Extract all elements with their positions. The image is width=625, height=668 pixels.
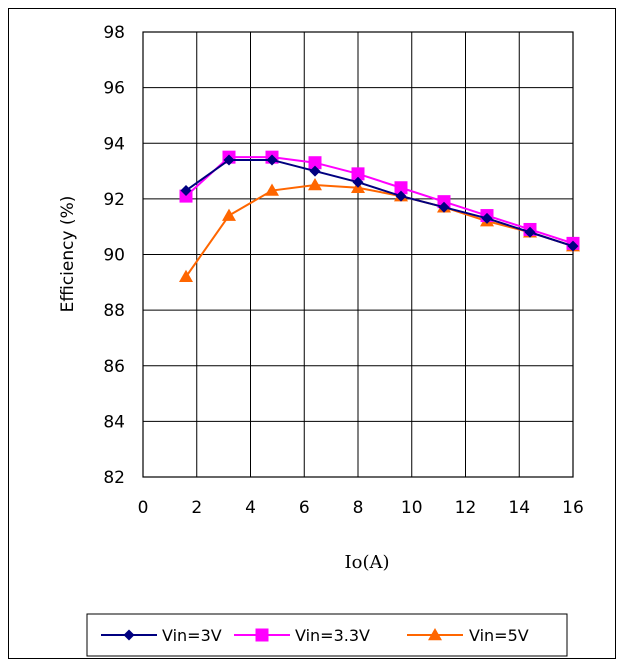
data-point-triangle <box>428 628 442 641</box>
data-point-diamond <box>223 154 235 166</box>
x-tick-label: 0 <box>138 498 149 518</box>
data-point-diamond <box>180 185 192 197</box>
data-point-square <box>308 156 322 170</box>
legend-item: Vin=3.3V <box>234 626 370 645</box>
x-tick-label: 6 <box>299 498 310 518</box>
legend-label: Vin=3V <box>162 626 222 645</box>
legend-item: Vin=3V <box>101 626 222 645</box>
data-point-diamond <box>438 201 450 213</box>
y-tick-label: 94 <box>103 134 125 154</box>
data-point-diamond <box>266 154 278 166</box>
y-tick-label: 88 <box>103 301 125 321</box>
legend-box <box>86 613 568 657</box>
x-tick-label: 8 <box>353 498 364 518</box>
series-line <box>185 156 574 245</box>
y-tick-label: 98 <box>103 23 125 43</box>
data-point-diamond <box>524 226 536 238</box>
data-point-square <box>437 195 451 209</box>
series-line <box>185 183 574 278</box>
data-point-diamond <box>481 212 493 224</box>
axes: 82 84 86 88 90 92 94 96 98 0 2 4 6 8 10 12 14 16 <box>103 23 583 518</box>
series-line <box>185 158 574 248</box>
y-axis-title: Efficiency (%) <box>58 196 78 313</box>
series-group <box>179 150 580 282</box>
x-tick-label: 14 <box>508 498 530 518</box>
x-tick-label: 16 <box>562 498 584 518</box>
legend-item: Vin=5V <box>407 626 529 645</box>
x-tick-label: 10 <box>401 498 423 518</box>
efficiency-chart: 82 84 86 88 90 92 94 96 98 0 2 4 6 8 10 12 14 16 Efficien… <box>58 23 584 657</box>
legend-label: Vin=5V <box>469 626 529 645</box>
data-point-diamond <box>352 176 364 188</box>
data-point-diamond <box>123 629 135 641</box>
data-point-diamond <box>395 190 407 202</box>
y-tick-label: 84 <box>103 412 125 432</box>
x-tick-label: 12 <box>455 498 477 518</box>
data-point-diamond <box>309 165 321 177</box>
data-point-triangle <box>308 177 322 191</box>
y-tick-label: 90 <box>103 246 125 266</box>
x-tick-label: 4 <box>245 498 256 518</box>
data-point-square <box>179 189 193 203</box>
chart-frame: 82 84 86 88 90 92 94 96 98 0 2 4 6 8 10 12 14 16 Efficien… <box>8 8 616 659</box>
data-point-diamond <box>567 240 579 252</box>
x-axis-title: Io(A) <box>345 552 390 573</box>
y-tick-label: 92 <box>103 190 125 210</box>
y-tick-label: 86 <box>103 357 125 377</box>
data-point-triangle <box>265 183 279 196</box>
y-tick-label: 96 <box>103 79 125 99</box>
grid-lines <box>142 31 574 478</box>
plot-border <box>142 31 574 478</box>
data-point-triangle <box>222 208 236 221</box>
x-tick-label: 2 <box>191 498 202 518</box>
series-vin-3v <box>180 154 579 252</box>
data-point-square <box>351 167 365 181</box>
legend: Vin=3V Vin=3.3V Vin=5V <box>101 626 529 645</box>
data-point-triangle <box>179 269 193 282</box>
data-point-square <box>255 628 269 642</box>
data-point-square <box>394 181 408 195</box>
legend-label: Vin=3.3V <box>295 626 370 645</box>
y-tick-label: 82 <box>103 468 125 488</box>
